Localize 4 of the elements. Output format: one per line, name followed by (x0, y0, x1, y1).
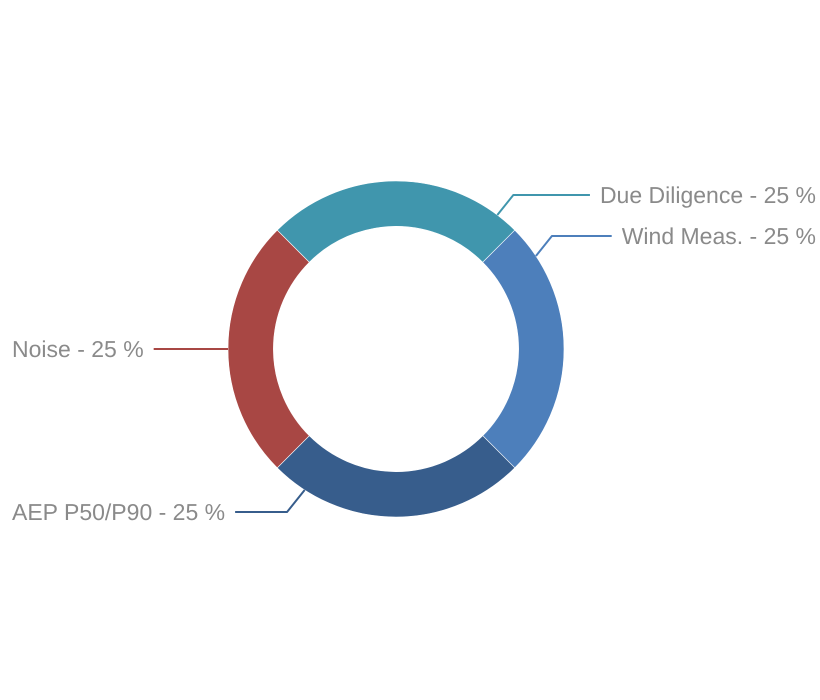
slice-label: Noise - 25 % (12, 336, 144, 362)
slice-label: AEP P50/P90 - 25 % (12, 499, 226, 526)
slice-label: Wind Meas. - 25 % (622, 223, 816, 250)
slice-label: Due Diligence - 25 % (600, 182, 816, 208)
